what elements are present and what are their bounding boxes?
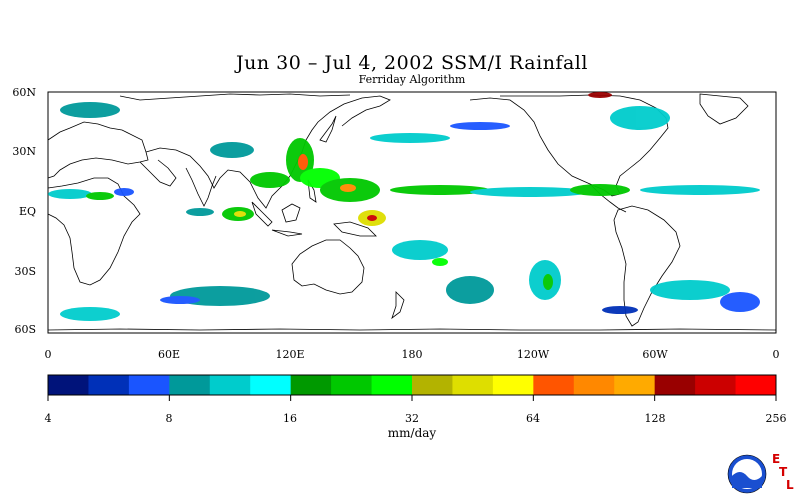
colorbar-swatch (169, 375, 211, 395)
rainfall-field (48, 92, 760, 321)
etl-letter-e: E (772, 452, 781, 466)
borneo-coastline (281, 203, 301, 223)
south-america-coastline (613, 205, 681, 327)
india-coastline (185, 167, 217, 207)
lat-label-eq: EQ (18, 205, 36, 218)
colorbar-swatch (412, 375, 453, 395)
colorbar-swatch (573, 375, 615, 395)
lon-label-180: 180 (401, 348, 423, 361)
antarctica-coastline (47, 328, 777, 331)
new-zealand-coastline (391, 291, 405, 320)
colorbar-ticks (47, 395, 777, 401)
lat-label-60s: 60S (14, 323, 36, 336)
europe-coastline (47, 121, 149, 179)
lon-label-120w: 120W (516, 348, 550, 361)
colorbar-swatch (695, 375, 737, 395)
noaa-logo-text: NOAA (737, 465, 757, 472)
colorbar-label-256: 256 (765, 412, 787, 425)
colorbar-swatch (492, 375, 534, 395)
lon-label-60e: 60E (157, 348, 181, 361)
colorbar-swatch (371, 375, 413, 395)
colorbar-swatch (209, 375, 251, 395)
colorbar-swatch (48, 375, 89, 395)
colorbar-label-16: 16 (283, 412, 297, 425)
colorbar-swatch (250, 375, 292, 395)
greenland-coastline (699, 93, 749, 125)
colorbar-swatch (533, 375, 575, 395)
africa-coastline (47, 177, 141, 286)
colorbar-label-32: 32 (405, 412, 419, 425)
coastlines (47, 93, 777, 331)
colorbar-label-128: 128 (644, 412, 666, 425)
noaa-logo: NOAA (727, 454, 767, 494)
lon-label-0-east: 0 (772, 348, 780, 361)
lat-label-30n: 30N (12, 145, 36, 158)
sumatra-coastline (251, 201, 273, 227)
lon-label-0: 0 (44, 348, 52, 361)
colorbar (48, 375, 777, 395)
colorbar-swatch (88, 375, 130, 395)
lon-label-60w: 60W (642, 348, 668, 361)
colorbar-swatch (614, 375, 656, 395)
etl-letter-t: T (779, 465, 788, 479)
north-america-coastline (469, 94, 669, 197)
north-coast (119, 93, 351, 101)
lat-label-30s: 30S (14, 265, 36, 278)
chart-subtitle: Ferriday Algorithm (358, 73, 466, 86)
colorbar-swatch (290, 375, 332, 395)
lat-label-60n: 60N (12, 86, 36, 99)
etl-letter-l: L (786, 478, 794, 492)
colorbar-label-8: 8 (165, 412, 173, 425)
chart-title: Jun 30 – Jul 4, 2002 SSM/I Rainfall (236, 52, 588, 74)
colorbar-swatch (331, 375, 373, 395)
colorbar-swatch (735, 375, 777, 395)
australia-coastline (291, 239, 365, 295)
arabia-coastline (139, 159, 177, 187)
colorbar-unit: mm/day (387, 426, 437, 440)
colorbar-label-64: 64 (526, 412, 540, 425)
lon-label-120e: 120E (275, 348, 305, 361)
colorbar-swatch (128, 375, 170, 395)
japan-coastline (319, 115, 337, 143)
java-coastline (271, 229, 303, 237)
colorbar-label-4: 4 (44, 412, 52, 425)
colorbar-swatch (654, 375, 696, 395)
new-guinea-coastline (333, 221, 377, 237)
colorbar-swatch (452, 375, 494, 395)
